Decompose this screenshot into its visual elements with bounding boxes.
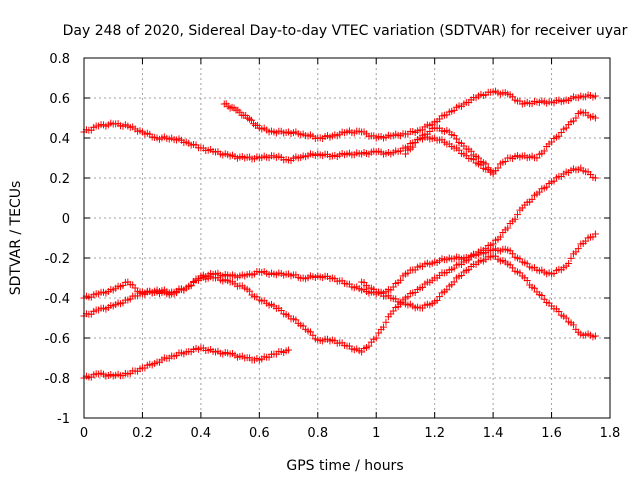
data-point <box>401 150 409 158</box>
data-point <box>443 286 451 294</box>
x-tick-label: 0.2 <box>132 426 153 441</box>
x-tick-label: 1.2 <box>424 426 445 441</box>
data-point <box>555 308 563 316</box>
data-point <box>591 230 599 238</box>
data-point <box>501 158 509 166</box>
data-point <box>453 135 461 143</box>
data-point <box>382 318 390 326</box>
data-point <box>591 114 599 122</box>
data-point <box>375 329 383 337</box>
x-tick-label: 1.4 <box>483 426 504 441</box>
y-tick-label: 0.8 <box>49 52 70 67</box>
data-point <box>513 211 521 219</box>
data-point <box>309 331 317 339</box>
data-point <box>246 115 254 123</box>
data-point <box>380 323 388 331</box>
x-tick-label: 0.8 <box>307 426 328 441</box>
data-point <box>528 195 536 203</box>
data-point <box>457 272 465 280</box>
plot-frame <box>83 57 611 419</box>
data-point <box>358 348 366 356</box>
data-point <box>433 297 441 305</box>
x-tick-label: 1 <box>372 426 380 441</box>
y-tick-label: 0 <box>62 212 70 227</box>
data-point <box>533 154 541 162</box>
axis-ticks <box>83 57 611 419</box>
data-point <box>397 276 405 284</box>
data-point <box>591 92 599 100</box>
y-tick-label: -0.6 <box>45 332 70 347</box>
data-point <box>591 174 599 182</box>
data-point <box>569 321 577 329</box>
data-point <box>246 287 254 295</box>
y-axis-title: SDTVAR / TECUs <box>8 181 24 296</box>
data-point <box>475 154 482 162</box>
data-point <box>436 293 444 301</box>
y-tick-label: -0.2 <box>45 252 70 267</box>
y-tick-label: 0.4 <box>49 132 70 147</box>
y-tick-label: -0.4 <box>45 292 70 307</box>
data-point <box>285 346 293 354</box>
x-axis-title: GPS time / hours <box>286 458 403 474</box>
data-point <box>249 120 257 128</box>
x-tick-label: 1.6 <box>541 426 562 441</box>
grid <box>84 58 610 418</box>
data-point <box>538 291 546 299</box>
data-point <box>467 147 475 155</box>
data-point <box>572 114 580 122</box>
data-points <box>80 87 599 382</box>
data-point <box>450 278 458 286</box>
data-point <box>555 132 563 140</box>
y-tick-labels: -1 -0.8 -0.6 -0.4 -0.2 0 0.2 0.4 0.6 0.8 <box>45 52 70 427</box>
data-point <box>523 276 531 284</box>
y-tick-label: -1 <box>57 412 70 427</box>
data-point <box>531 284 539 292</box>
data-point <box>511 215 519 223</box>
x-tick-label: 1.8 <box>600 426 621 441</box>
data-point <box>504 224 512 232</box>
chart-title: Day 248 of 2020, Sidereal Day-to-day VTE… <box>63 23 628 39</box>
data-point <box>365 342 373 350</box>
data-point <box>496 233 504 241</box>
data-point <box>562 314 570 322</box>
data-point <box>567 254 575 262</box>
data-point <box>409 143 417 151</box>
data-point <box>494 164 502 172</box>
x-tick-labels: 0 0.2 0.4 0.6 0.8 1 1.2 1.4 1.6 1.8 <box>80 426 620 441</box>
data-point <box>482 160 490 168</box>
data-point <box>489 240 497 248</box>
data-point <box>591 332 599 340</box>
x-tick-label: 0.6 <box>249 426 270 441</box>
data-point <box>565 260 573 268</box>
data-point <box>543 183 551 191</box>
y-tick-label: 0.6 <box>49 92 70 107</box>
data-point <box>574 245 582 253</box>
data-point <box>372 334 380 342</box>
y-tick-label: 0.2 <box>49 172 70 187</box>
x-tick-label: 0 <box>80 426 88 441</box>
x-tick-label: 0.4 <box>191 426 212 441</box>
data-point <box>540 147 548 155</box>
y-tick-label: -0.8 <box>45 372 70 387</box>
